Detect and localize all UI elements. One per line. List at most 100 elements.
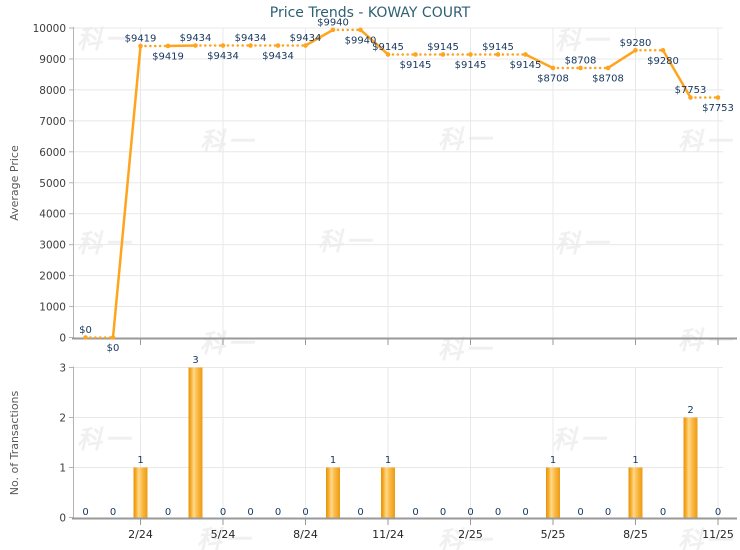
transaction-bar (546, 467, 560, 518)
x-tick-label: 11/25 (702, 528, 734, 541)
watermark: 科一 (318, 227, 375, 256)
transaction-count-label: 0 (577, 507, 583, 518)
price-point-label: $0 (107, 343, 120, 354)
y-tick-label: 8000 (39, 85, 66, 97)
y-tick-label: 3000 (39, 240, 66, 252)
transaction-count-label: 0 (522, 507, 528, 518)
x-tick-label: 5/25 (541, 528, 566, 541)
price-point-marker (138, 43, 143, 49)
transaction-count-label: 0 (220, 507, 226, 518)
price-point-marker (275, 43, 281, 48)
price-line-segment (607, 49, 637, 70)
transaction-bar (381, 467, 395, 518)
watermark: 科一 (552, 425, 609, 454)
y-tick-label: 1000 (39, 302, 66, 314)
price-line-segment (111, 45, 142, 338)
watermark: 科一 (200, 329, 257, 358)
transaction-count-label: 0 (110, 507, 116, 518)
y-tick-label: 4000 (39, 209, 66, 221)
y-tick-label: 7000 (39, 116, 66, 128)
price-line-segment (304, 28, 334, 47)
price-point-marker (220, 43, 226, 48)
transaction-count-label: 0 (165, 507, 171, 518)
watermark: 科一 (438, 526, 495, 550)
transaction-count-label: 1 (632, 455, 638, 466)
transaction-bar (326, 467, 340, 518)
x-tick-label: 8/25 (623, 528, 648, 541)
price-point-marker (358, 27, 363, 33)
transaction-count-label: 0 (715, 507, 721, 518)
average-price-line-chart: 0 1000 2000 3000 4000 5000 6000 7000 8000 9000 100… (33, 17, 737, 354)
y-tick-label: 2 (59, 413, 66, 425)
watermark: 科一 (678, 127, 735, 156)
watermark: 科一 (77, 25, 134, 54)
price-point-label: $9145 (427, 42, 459, 53)
transaction-count-label: 0 (82, 507, 88, 518)
price-point-marker (633, 47, 638, 53)
price-point-marker (303, 43, 308, 48)
price-point-label: $8708 (565, 55, 597, 66)
price-point-marker (660, 47, 666, 53)
transaction-count-label: 0 (660, 507, 666, 518)
watermark: 科一 (197, 525, 254, 550)
watermark: 科一 (77, 425, 134, 454)
price-line-segment (359, 28, 389, 56)
price-point-label: $9434 (180, 33, 212, 44)
price-point-marker (523, 52, 528, 57)
price-point-label: $9940 (345, 35, 377, 46)
price-point-label: $9280 (647, 56, 679, 67)
transaction-count-label: 0 (495, 507, 501, 518)
transaction-count-label: 3 (192, 355, 198, 366)
price-point-label: $8708 (537, 73, 569, 84)
transaction-count-label: 2 (687, 405, 693, 416)
price-point-marker (495, 52, 501, 57)
price-point-marker (385, 52, 391, 57)
transaction-count-label: 0 (412, 507, 418, 518)
price-point-marker (605, 65, 611, 71)
transaction-count-label: 1 (330, 455, 336, 466)
watermark: 科一 (438, 335, 495, 364)
y-tick-label: 3 (59, 363, 66, 375)
price-point-marker (440, 52, 446, 57)
price-point-marker (248, 43, 253, 48)
price-point-label: $8708 (592, 73, 624, 84)
x-tick-label: 2/25 (458, 528, 483, 541)
chart-title: Price Trends - KOWAY COURT (269, 5, 471, 21)
y-tick-label: 1 (59, 463, 66, 475)
transaction-count-label: 1 (137, 455, 143, 466)
transaction-count-label: 1 (385, 455, 391, 466)
price-point-marker (550, 65, 556, 71)
price-line-segment (524, 53, 554, 70)
price-point-label: $7753 (675, 85, 707, 96)
price-point-label: $9434 (262, 51, 294, 62)
price-point-label: $9940 (317, 17, 349, 28)
x-tick-label: 2/24 (128, 528, 153, 541)
price-point-marker (468, 52, 473, 57)
price-point-marker (688, 95, 693, 100)
price-point-marker (715, 95, 721, 100)
watermark: 科一 (555, 229, 612, 258)
watermark: 科一 (678, 526, 735, 550)
transaction-count-label: 0 (605, 507, 611, 518)
transaction-count-label: 0 (440, 507, 446, 518)
transactions-bar-chart: 0 1 2 3 2/24 5/24 8/24 11/24 2/25 5/25 8/25 11/25 0 0… (59, 355, 737, 541)
price-point-label: $9419 (125, 33, 157, 44)
transaction-count-label: 0 (302, 507, 308, 518)
y-tick-label: 0 (59, 513, 66, 525)
y-tick-label: 6000 (39, 147, 66, 159)
y-tick-label: 10000 (33, 23, 66, 35)
y-tick-label: 2000 (39, 271, 66, 283)
y-tick-label: 5000 (39, 178, 66, 190)
price-point-label: $9145 (510, 60, 542, 71)
y-tick-label: 9000 (39, 54, 66, 66)
x-tick-label: 8/24 (293, 528, 318, 541)
transaction-count-label: 0 (247, 507, 253, 518)
price-point-label: $9145 (482, 42, 514, 53)
price-point-marker (83, 335, 88, 340)
x-tick-label: 5/24 (211, 528, 236, 541)
price-point-marker (578, 65, 583, 71)
transaction-bar (188, 367, 203, 518)
watermark: 科一 (555, 26, 612, 55)
price-point-marker (330, 27, 336, 33)
